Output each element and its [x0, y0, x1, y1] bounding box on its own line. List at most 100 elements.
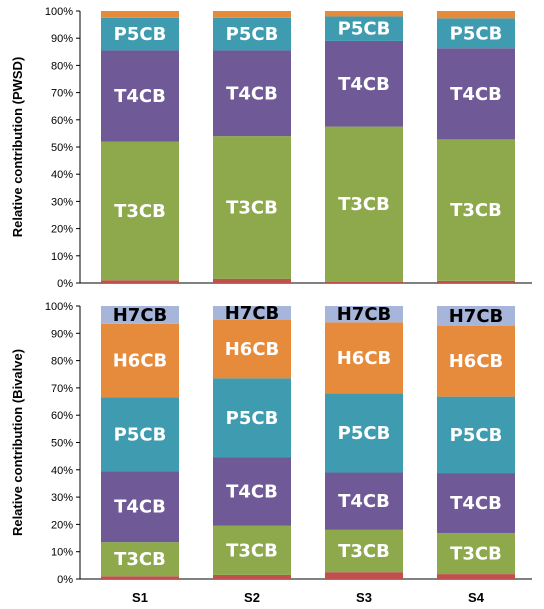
bar-segment [325, 281, 403, 283]
category-label: S2 [244, 590, 260, 605]
y-tick-label: 0% [57, 574, 73, 586]
segment-label: T3CB [114, 549, 166, 570]
bar-segment [213, 11, 291, 18]
bar-segment [101, 471, 179, 543]
bar-segment [325, 11, 403, 17]
segment-label: T4CB [226, 83, 278, 104]
y-tick-label: 20% [51, 519, 73, 531]
segment-label: P5CB [338, 423, 391, 444]
bar-segment [437, 473, 515, 534]
segment-label: T4CB [338, 74, 390, 95]
bar-segment [325, 572, 403, 579]
bar-segment [101, 576, 179, 579]
bar-segment [101, 397, 179, 472]
bar-segment [437, 139, 515, 281]
bar-segment [213, 278, 291, 283]
segment-label: H6CB [337, 348, 392, 369]
bar-segment [325, 306, 403, 323]
y-tick-label: 10% [51, 547, 73, 559]
bar-segment [325, 40, 403, 127]
bar-segment [213, 136, 291, 279]
bar-segment [213, 525, 291, 575]
segment-label: T3CB [450, 200, 502, 221]
bar-segment [213, 378, 291, 458]
segment-label: H7CB [449, 306, 504, 327]
y-tick-label: 30% [51, 196, 73, 208]
bar-segment [101, 306, 179, 324]
bar-segment [213, 574, 291, 579]
segment-label: T3CB [226, 198, 278, 219]
bar-segment [213, 319, 291, 379]
bar-segment [325, 126, 403, 282]
segment-label: H6CB [449, 351, 504, 372]
y-tick-label: 100% [45, 301, 73, 313]
y-tick-label: 70% [51, 88, 73, 100]
bar-segment [437, 325, 515, 397]
segment-label: T3CB [338, 541, 390, 562]
y-tick-label: 30% [51, 492, 73, 504]
y-tick-label: 50% [51, 438, 73, 450]
y-tick-label: 100% [45, 6, 73, 18]
segment-label: H7CB [225, 303, 280, 324]
segment-label: H7CB [113, 305, 168, 326]
segment-label: T3CB [450, 544, 502, 565]
bar-segment [437, 574, 515, 579]
bar-segment [101, 17, 179, 51]
segment-label: T3CB [226, 540, 278, 561]
segment-label: P5CB [450, 425, 503, 446]
y-tick-label: 10% [51, 251, 73, 263]
segment-label: P5CB [450, 23, 503, 44]
segment-label: H6CB [113, 351, 168, 372]
bar-segment [101, 141, 179, 281]
y-tick-label: 0% [57, 278, 73, 290]
bar-segment [101, 11, 179, 18]
bar-segment [325, 322, 403, 394]
bar-segment [213, 17, 291, 51]
segment-label: P5CB [114, 424, 167, 445]
bar-segment [437, 306, 515, 326]
y-tick-label: 50% [51, 142, 73, 154]
bar-segment [437, 48, 515, 140]
bar-segment [325, 529, 403, 573]
segment-label: H6CB [225, 339, 280, 360]
y-tick-label: 80% [51, 356, 73, 368]
y-tick-label: 60% [51, 115, 73, 127]
bar-segment [437, 18, 515, 49]
y-tick-label: 40% [51, 465, 73, 477]
bar-segment [213, 457, 291, 526]
bar-segment [437, 396, 515, 474]
bar-segment [213, 50, 291, 137]
segment-label: T4CB [338, 491, 390, 512]
y-axis-title: Relative contribution (PWSD) [10, 57, 25, 238]
y-axis-title: Relative contribution (Bivalve) [10, 349, 25, 536]
y-tick-label: 60% [51, 410, 73, 422]
bar-segment [325, 472, 403, 530]
y-tick-label: 90% [51, 33, 73, 45]
segment-label: P5CB [338, 19, 391, 40]
bar-segment [101, 542, 179, 577]
segment-label: T4CB [450, 84, 502, 105]
segment-label: P5CB [114, 24, 167, 45]
segment-label: T3CB [338, 194, 390, 215]
segment-label: T4CB [114, 497, 166, 518]
y-tick-label: 20% [51, 224, 73, 236]
bar-segment [325, 393, 403, 473]
category-label: S3 [356, 590, 372, 605]
segment-label: T3CB [114, 201, 166, 222]
y-tick-label: 90% [51, 328, 73, 340]
y-tick-label: 40% [51, 169, 73, 181]
segment-label: T4CB [226, 482, 278, 503]
bar-segment [213, 306, 291, 320]
segment-label: T4CB [450, 493, 502, 514]
bar-segment [437, 11, 515, 19]
bar-segment [437, 280, 515, 283]
category-label: S1 [132, 590, 148, 605]
segment-label: T4CB [114, 86, 166, 107]
y-tick-label: 80% [51, 60, 73, 72]
category-label: S4 [468, 590, 485, 605]
bar-segment [101, 323, 179, 398]
y-tick-label: 70% [51, 383, 73, 395]
segment-label: H7CB [337, 304, 392, 325]
bar-segment [325, 16, 403, 41]
